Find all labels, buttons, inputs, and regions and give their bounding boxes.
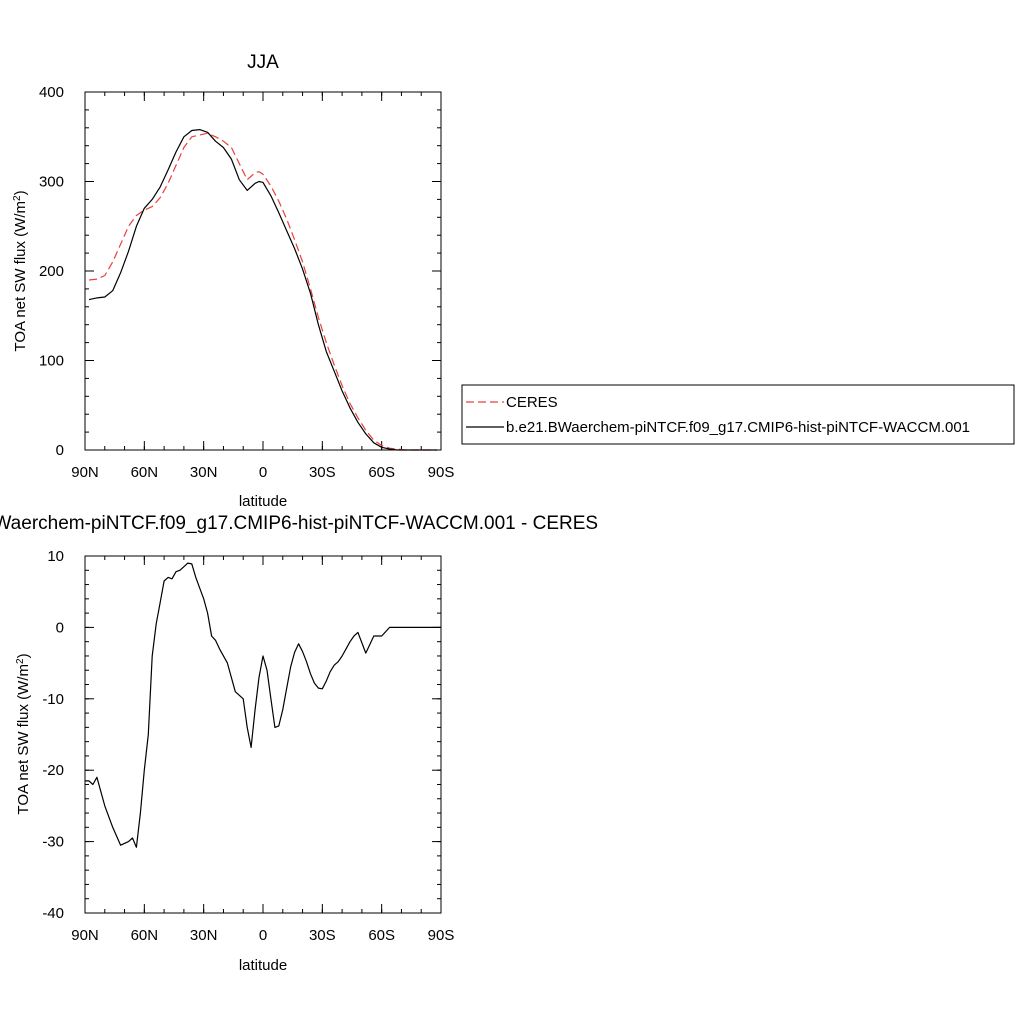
legend-box: [461, 384, 1015, 445]
x-tick-label: 60S: [368, 927, 395, 944]
x-tick-label: 0: [259, 464, 267, 481]
top-panel: JJA 90N 60N 30N 0 30S 60S 90S 0 100 200 300 400 lat…: [12, 52, 1015, 510]
plot-frame: [84, 91, 442, 451]
top-x-axis-title: latitude: [239, 493, 287, 510]
bottom-panel: b.e21.BWaerchem-piNTCF.f09_g17.CMIP6-his…: [0, 513, 598, 974]
series-line-0: [85, 562, 441, 848]
x-tick-label: 90N: [71, 464, 99, 481]
y-tick-label: 300: [39, 174, 64, 191]
y-tick-label: 10: [47, 548, 64, 565]
legend-label-model: b.e21.BWaerchem-piNTCF.f09_g17.CMIP6-his…: [506, 419, 970, 436]
y-tick-label: -40: [42, 905, 64, 922]
x-tick-label: 90S: [428, 927, 455, 944]
y-tick-label: -20: [42, 762, 64, 779]
top-plot-area: 90N 60N 30N 0 30S 60S 90S 0 100 200 300 400: [39, 84, 454, 481]
y-tick-label: 100: [39, 353, 64, 370]
bottom-y-axis-title: TOA net SW flux (W/m2): [15, 653, 33, 814]
series-line-1: [88, 129, 437, 451]
x-tick-label: 90S: [428, 464, 455, 481]
y-tick-label: -30: [42, 834, 64, 851]
y-tick-label: 400: [39, 84, 64, 101]
legend-label-ceres: CERES: [506, 394, 558, 411]
x-tick-label: 60N: [131, 464, 159, 481]
x-tick-label: 30N: [190, 464, 218, 481]
x-tick-label: 30S: [309, 464, 336, 481]
x-tick-label: 60N: [131, 927, 159, 944]
series-line-0: [88, 132, 437, 451]
x-tick-label: 30S: [309, 927, 336, 944]
x-tick-label: 60S: [368, 464, 395, 481]
bottom-panel-title: b.e21.BWaerchem-piNTCF.f09_g17.CMIP6-his…: [0, 513, 598, 534]
x-tick-label: 0: [259, 927, 267, 944]
y-tick-label: 0: [56, 619, 64, 636]
legend: CERES b.e21.BWaerchem-piNTCF.f09_g17.CMI…: [461, 384, 1015, 445]
bottom-plot-area: 90N 60N 30N 0 30S 60S 90S -40 -30 -20 -10 0 10: [42, 548, 454, 944]
bottom-x-axis-title: latitude: [239, 957, 287, 974]
y-tick-label: 200: [39, 263, 64, 280]
plot-frame: [84, 555, 442, 914]
x-tick-label: 30N: [190, 927, 218, 944]
top-y-axis-title: TOA net SW flux (W/m2): [12, 190, 30, 351]
x-tick-label: 90N: [71, 927, 99, 944]
top-panel-title: JJA: [247, 52, 279, 73]
y-tick-label: -10: [42, 691, 64, 708]
y-tick-label: 0: [56, 442, 64, 459]
